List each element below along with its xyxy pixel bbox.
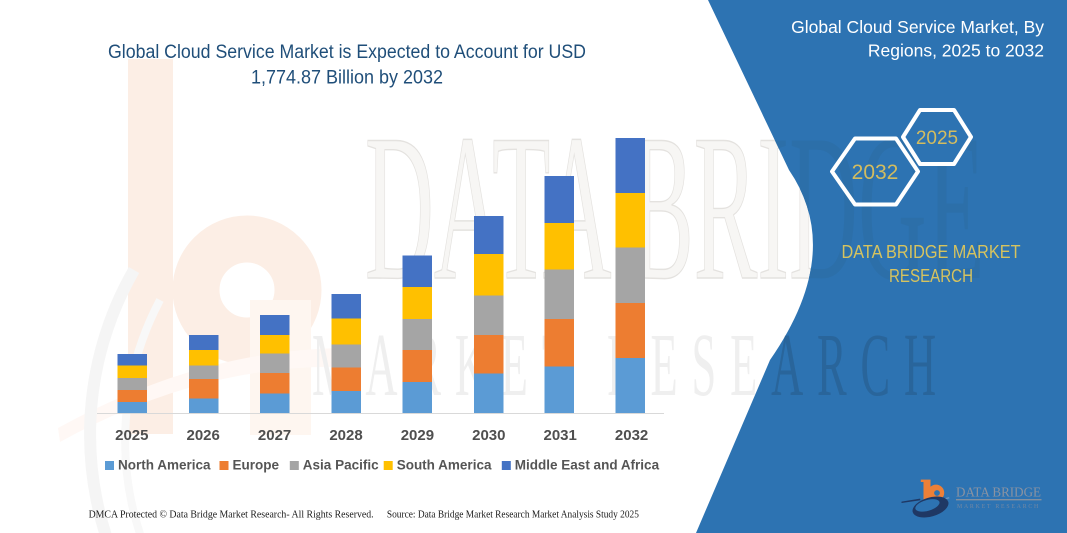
svg-text:Middle East and Africa: Middle East and Africa — [515, 458, 660, 473]
svg-text:2028: 2028 — [329, 427, 362, 444]
svg-text:DMCA Protected © Data Bridge M: DMCA Protected © Data Bridge Market Rese… — [89, 510, 374, 521]
svg-text:1,774.87 Billion by 2032: 1,774.87 Billion by 2032 — [251, 68, 443, 89]
svg-text:RESEARCH: RESEARCH — [889, 266, 973, 286]
svg-text:North America: North America — [118, 458, 211, 473]
svg-text:2029: 2029 — [401, 427, 434, 444]
svg-text:2032: 2032 — [615, 427, 648, 444]
svg-text:DATA BRIDGE MARKET: DATA BRIDGE MARKET — [842, 242, 1021, 262]
svg-text:2026: 2026 — [187, 427, 220, 444]
svg-text:South America: South America — [397, 458, 492, 473]
svg-text:Global Cloud Service Market, B: Global Cloud Service Market, By — [791, 17, 1044, 37]
svg-text:2031: 2031 — [544, 427, 577, 444]
svg-text:Europe: Europe — [233, 458, 280, 473]
svg-text:2030: 2030 — [472, 427, 505, 444]
svg-text:2032: 2032 — [852, 161, 899, 184]
svg-text:Source: Data Bridge Market Res: Source: Data Bridge Market Research Mark… — [387, 510, 639, 521]
svg-text:Global Cloud Service Market is: Global Cloud Service Market is Expected … — [108, 42, 586, 63]
svg-text:2025: 2025 — [916, 128, 958, 149]
svg-text:2025: 2025 — [115, 427, 148, 444]
svg-text:2027: 2027 — [258, 427, 291, 444]
svg-text:Asia Pacific: Asia Pacific — [303, 458, 379, 473]
svg-text:DATA BRIDGE: DATA BRIDGE — [956, 484, 1041, 499]
svg-text:MARKET RESEARCH: MARKET RESEARCH — [957, 503, 1040, 510]
svg-text:Regions, 2025 to 2032: Regions, 2025 to 2032 — [868, 41, 1044, 61]
